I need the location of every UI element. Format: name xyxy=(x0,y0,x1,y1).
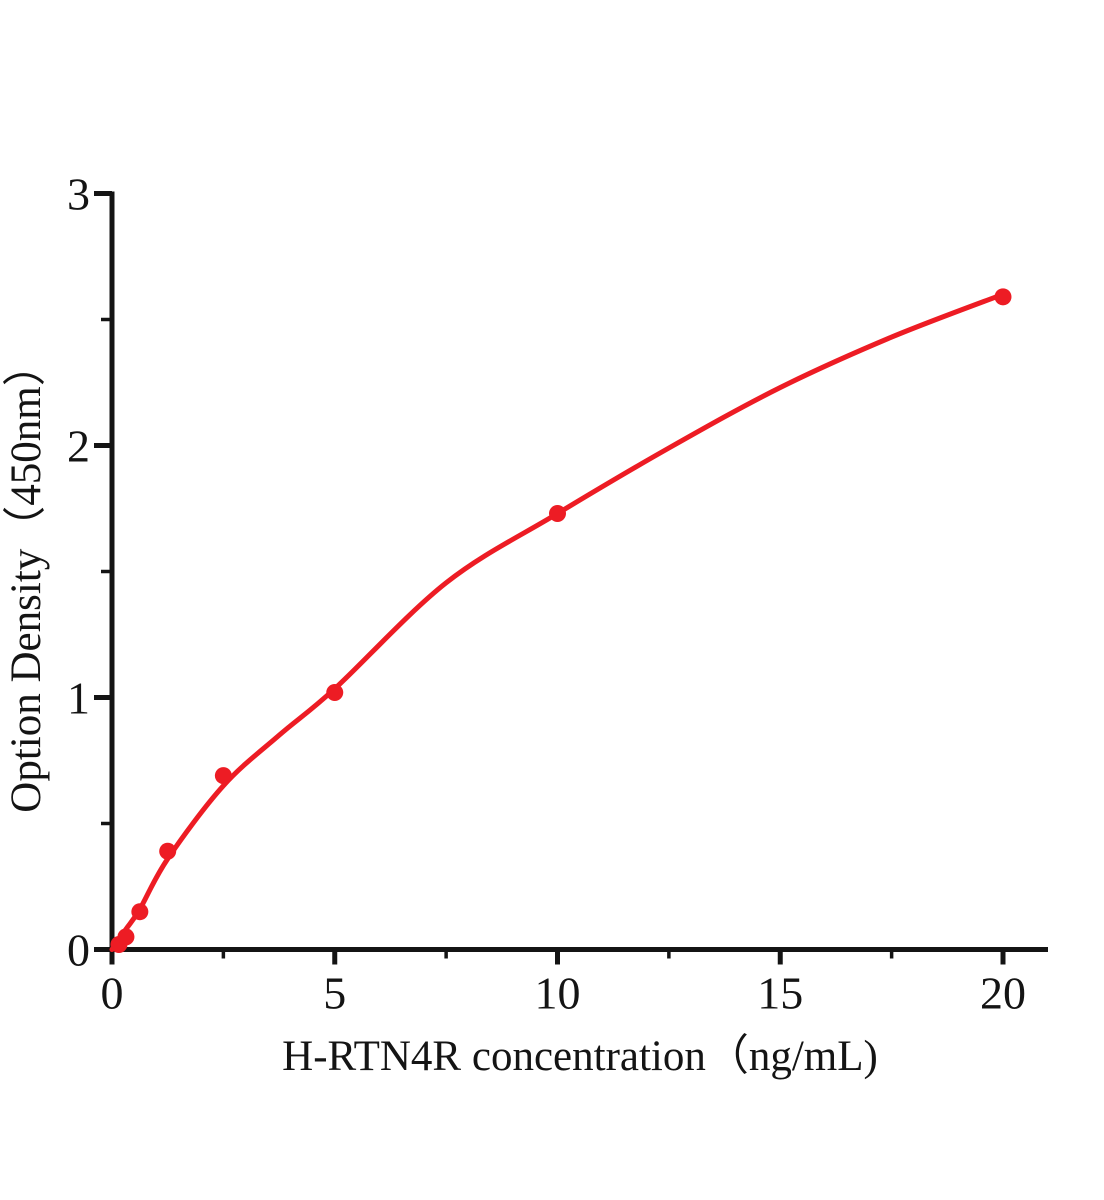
y-tick-label: 0 xyxy=(67,925,90,976)
data-point xyxy=(549,505,566,523)
data-point xyxy=(159,842,177,860)
data-point xyxy=(117,928,135,946)
data-point xyxy=(994,288,1012,306)
data-point xyxy=(131,903,149,921)
axes-layer: 0 5 10 15 20 0 1 2 3 xyxy=(67,169,1048,1019)
x-tick-label: 5 xyxy=(323,968,346,1019)
data-point xyxy=(326,683,344,701)
x-tick-label: 15 xyxy=(757,968,803,1019)
series-layer xyxy=(109,288,1012,953)
y-tick-label: 1 xyxy=(67,673,90,724)
x-tick-label: 0 xyxy=(101,968,124,1019)
x-tick-label: 20 xyxy=(980,968,1026,1019)
standard-curve-line xyxy=(109,291,1006,952)
x-axis-title: H-RTN4R concentration（ng/mL) xyxy=(282,1033,878,1080)
data-point xyxy=(214,767,232,785)
y-tick-label: 2 xyxy=(67,421,90,472)
y-tick-label: 3 xyxy=(67,169,90,220)
x-tick-label: 10 xyxy=(535,968,581,1019)
y-axis-title: Option Density（450nm） xyxy=(3,343,50,812)
